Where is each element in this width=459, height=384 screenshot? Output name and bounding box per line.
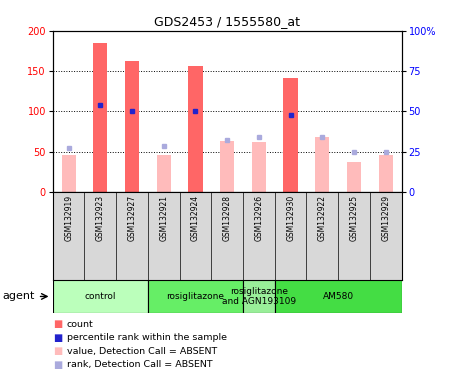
Bar [62, 155, 76, 192]
Text: GSM132925: GSM132925 [350, 195, 358, 241]
Bar [148, 280, 243, 313]
Text: control: control [84, 292, 116, 301]
Bar [125, 61, 139, 192]
Text: GSM132919: GSM132919 [64, 195, 73, 241]
Text: ■: ■ [53, 360, 62, 370]
Text: rosiglitazone
and AGN193109: rosiglitazone and AGN193109 [222, 287, 296, 306]
Bar [188, 66, 202, 192]
Bar [284, 78, 298, 192]
Text: rosiglitazone: rosiglitazone [167, 292, 224, 301]
Bar [157, 155, 171, 192]
Bar [243, 280, 275, 313]
Bar [53, 280, 148, 313]
Text: ■: ■ [53, 319, 62, 329]
Bar [315, 137, 330, 192]
Text: AM580: AM580 [323, 292, 354, 301]
Bar [347, 162, 361, 192]
Text: GSM132930: GSM132930 [286, 195, 295, 241]
Text: GSM132927: GSM132927 [128, 195, 137, 241]
Text: GSM132929: GSM132929 [381, 195, 390, 241]
Text: GSM132924: GSM132924 [191, 195, 200, 241]
Bar [220, 141, 235, 192]
Text: rank, Detection Call = ABSENT: rank, Detection Call = ABSENT [67, 360, 212, 369]
Bar [252, 142, 266, 192]
Text: GSM132922: GSM132922 [318, 195, 327, 241]
Bar [275, 280, 402, 313]
Text: agent: agent [2, 291, 35, 301]
Text: GSM132926: GSM132926 [254, 195, 263, 241]
Text: GSM132923: GSM132923 [96, 195, 105, 241]
Title: GDS2453 / 1555580_at: GDS2453 / 1555580_at [154, 15, 300, 28]
Text: value, Detection Call = ABSENT: value, Detection Call = ABSENT [67, 347, 217, 356]
Text: ■: ■ [53, 346, 62, 356]
Text: ■: ■ [53, 333, 62, 343]
Text: GSM132921: GSM132921 [159, 195, 168, 241]
Text: percentile rank within the sample: percentile rank within the sample [67, 333, 227, 343]
Text: GSM132928: GSM132928 [223, 195, 232, 241]
Bar [379, 155, 393, 192]
Bar [93, 43, 107, 192]
Text: count: count [67, 320, 93, 329]
